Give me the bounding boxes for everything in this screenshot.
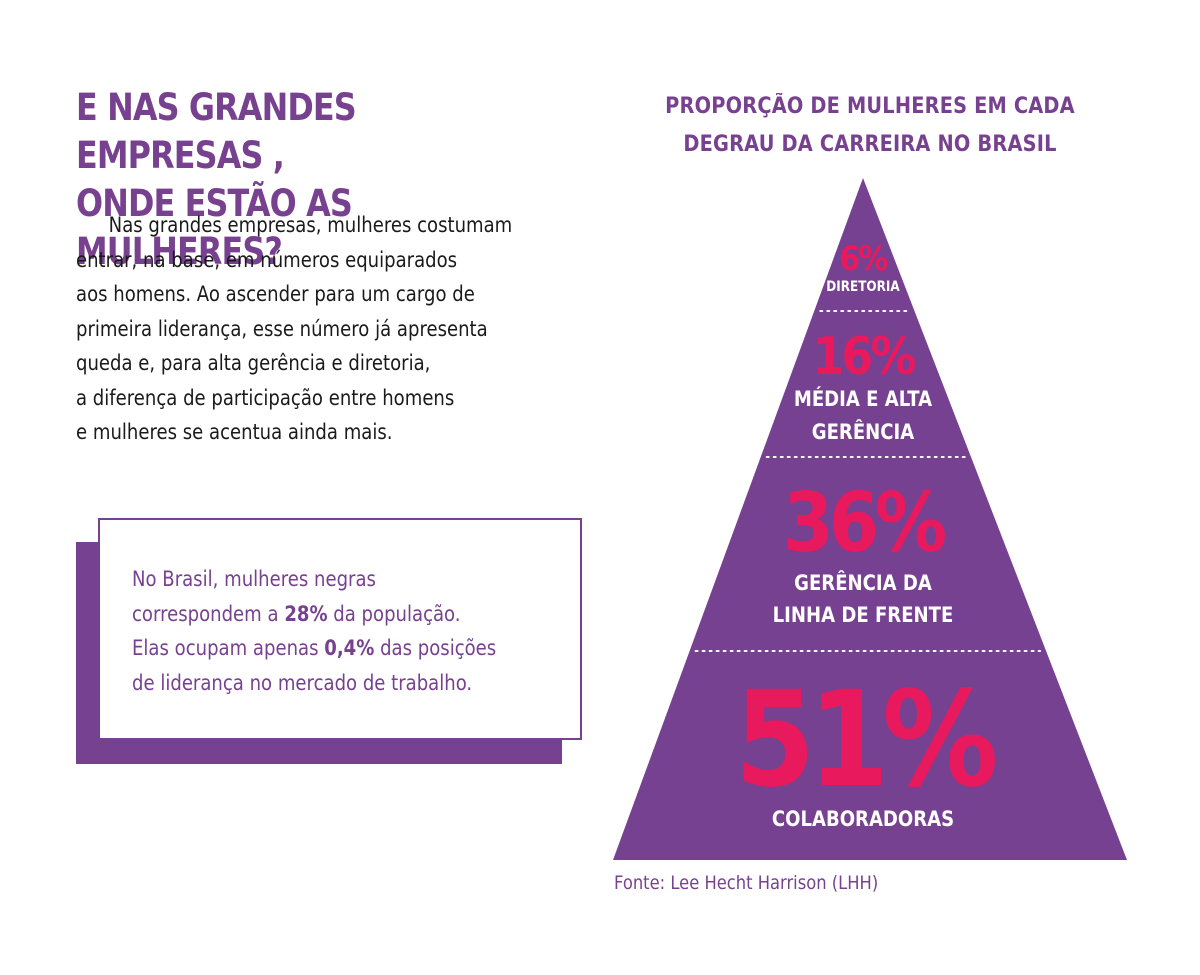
chart-source: Fonte: Lee Hecht Harrison (LHH) xyxy=(614,872,879,894)
callout-line-2: correspondem a 28% da população. xyxy=(132,597,579,632)
callout-line-4: de liderança no mercado de trabalho. xyxy=(132,670,473,695)
callout-line-2-post: da população. xyxy=(327,601,461,626)
pyramid-shape xyxy=(613,178,1127,860)
intro-line: e mulheres se acentua ainda mais. xyxy=(76,420,393,444)
headline-line-1: E NAS GRANDES EMPRESAS , xyxy=(76,86,357,177)
chart-title-line-1: PROPORÇÃO DE MULHERES EM CADA xyxy=(665,94,1075,119)
callout-line-3-pre: Elas ocupam apenas xyxy=(132,636,325,660)
callout-line-3-post: das posições xyxy=(374,636,497,660)
level-percentage: 36% xyxy=(783,476,945,572)
callout-text: No Brasil, mulheres negras correspondem … xyxy=(132,562,579,700)
level-percentage: 6% xyxy=(839,238,888,278)
stat-28-percent: 28% xyxy=(284,601,328,626)
headline-line-2: ONDE ESTÃO AS MULHERES? xyxy=(76,182,353,273)
level-label: GERÊNCIA DA xyxy=(794,571,932,596)
level-label: MÉDIA E ALTA xyxy=(794,387,933,412)
callout-box: No Brasil, mulheres negras correspondem … xyxy=(98,518,582,740)
intro-line: a diferença de participação entre homens xyxy=(76,385,455,410)
chart-title-line-2: DEGRAU DA CARREIRA NO BRASIL xyxy=(683,132,1057,157)
pyramid-level: 6%DIRETORIA xyxy=(826,238,900,295)
intro-line: Nas grandes empresas, mulheres costumam xyxy=(108,213,513,237)
stat-0-4-percent: 0,4% xyxy=(324,636,375,660)
level-label: DIRETORIA xyxy=(826,279,900,295)
level-label: LINHA DE FRENTE xyxy=(773,603,954,628)
level-percentage: 16% xyxy=(812,326,915,387)
intro-line: aos homens. Ao ascender para um cargo de xyxy=(76,282,475,306)
callout-line-3: Elas ocupam apenas 0,4% das posições xyxy=(132,631,579,666)
level-label: COLABORADORAS xyxy=(772,807,954,832)
level-label: GERÊNCIA xyxy=(812,420,915,445)
pyramid-level: 16%MÉDIA E ALTA GERÊNCIA xyxy=(794,326,933,444)
intro-paragraph: Nas grandes empresas, mulheres costumam … xyxy=(76,208,592,450)
chart-title: PROPORÇÃO DE MULHERES EM CADA DEGRAU DA … xyxy=(650,88,1090,164)
callout-line-2-pre: correspondem a xyxy=(132,601,285,626)
headline: E NAS GRANDES EMPRESAS , ONDE ESTÃO AS M… xyxy=(76,84,523,276)
pyramid-level: 51%COLABORADORAS xyxy=(734,664,1002,832)
intro-line: queda e, para alta gerência e diretoria, xyxy=(76,351,431,375)
callout-line-1: No Brasil, mulheres negras xyxy=(132,567,376,591)
level-percentage: 51% xyxy=(734,664,995,817)
pyramid-level: 36%GERÊNCIA DA LINHA DE FRENTE xyxy=(773,476,954,628)
intro-line: entrar, na base, em números equiparados xyxy=(76,247,458,272)
intro-line: primeira liderança, esse número já apres… xyxy=(76,316,488,341)
